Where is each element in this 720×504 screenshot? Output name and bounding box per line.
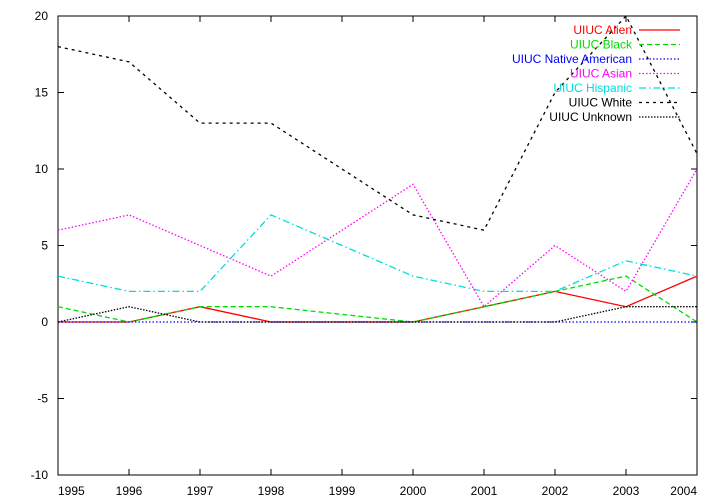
legend-label-uiuc-unknown: UIUC Unknown — [549, 110, 632, 124]
y-axis: -10 -5 0 5 10 15 20 — [31, 9, 697, 482]
y-tick-label: 10 — [35, 162, 49, 176]
series-line-uiuc-hispanic — [57, 214, 698, 293]
series-line-uiuc-alien — [58, 275, 698, 323]
y-tick-label: -10 — [31, 468, 49, 482]
x-tick-label: 2002 — [542, 484, 569, 498]
x-tick-label: 2003 — [613, 484, 640, 498]
legend-label-uiuc-native-american: UIUC Native American — [512, 52, 632, 66]
series-line-uiuc-black — [57, 275, 698, 323]
legend-label-uiuc-hispanic: UIUC Hispanic — [553, 81, 632, 95]
x-tick-label: 1997 — [187, 484, 214, 498]
series-line-uiuc-white — [57, 14, 698, 231]
x-axis: 1995 1996 1997 1998 1999 2000 2001 2002 2003 2004 — [57, 16, 698, 498]
x-tick-label: 1996 — [116, 484, 143, 498]
legend-label-uiuc-white: UIUC White — [569, 96, 633, 110]
x-tick-label: 1999 — [329, 484, 356, 498]
y-tick-label: -5 — [37, 392, 48, 406]
legend-label-uiuc-alien: UIUC Alien — [573, 23, 632, 37]
x-tick-label: 2001 — [471, 484, 498, 498]
series-line-uiuc-asian — [57, 168, 698, 308]
x-tick-label: 2004 — [670, 484, 697, 498]
legend-label-uiuc-asian: UIUC Asian — [570, 67, 632, 81]
y-tick-label: 0 — [41, 315, 48, 329]
y-tick-label: 5 — [41, 239, 48, 253]
x-tick-label: 1998 — [258, 484, 285, 498]
x-tick-label: 2000 — [400, 484, 427, 498]
series-line-uiuc-unknown — [57, 306, 697, 323]
y-tick-label: 15 — [35, 86, 49, 100]
legend-label-uiuc-black: UIUC Black — [570, 38, 633, 52]
series-lines — [57, 14, 698, 323]
x-tick-label: 1995 — [58, 484, 85, 498]
y-tick-label: 20 — [35, 9, 49, 23]
